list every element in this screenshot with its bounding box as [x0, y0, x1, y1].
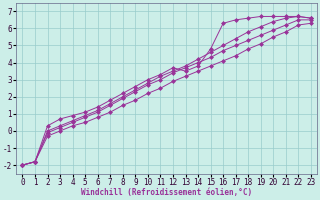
- X-axis label: Windchill (Refroidissement éolien,°C): Windchill (Refroidissement éolien,°C): [81, 188, 252, 197]
